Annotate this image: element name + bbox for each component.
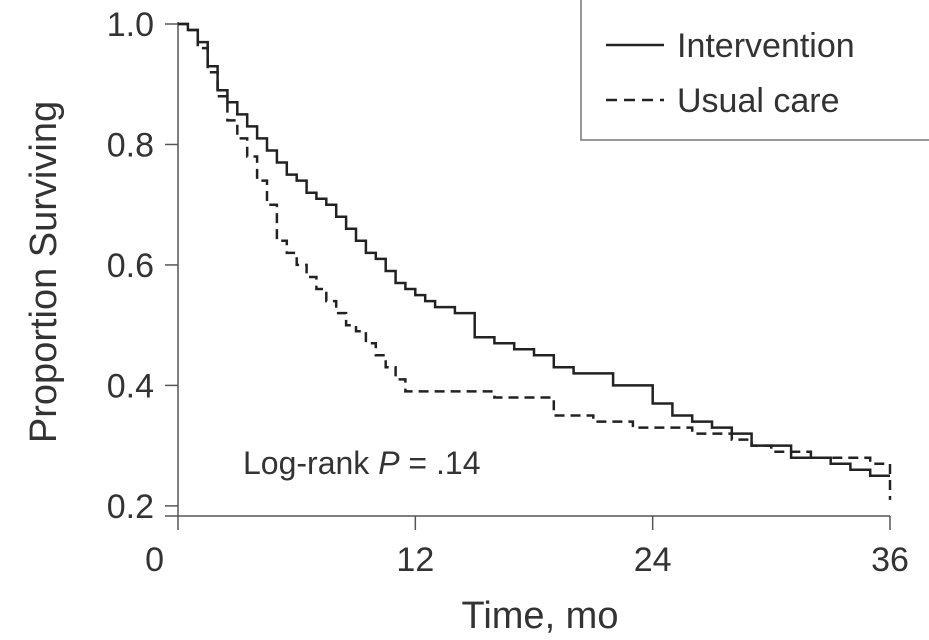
legend-frame (580, 0, 929, 141)
log-rank-annotation: Log-rank P = .14 (243, 445, 480, 481)
series-line-usual-care (178, 22, 892, 500)
y-tick-label: 0.8 (107, 126, 154, 164)
x-axis-title: Time, mo (462, 595, 619, 637)
x-tick-label: 24 (634, 541, 672, 579)
x-tick-label: 0 (145, 541, 164, 579)
axes (165, 22, 890, 517)
y-tick-label: 1.0 (107, 6, 154, 44)
ticks: 0.2 0.4 0.6 0.8 1.0 0 12 24 36 (107, 6, 909, 579)
legend-label-usual-care: Usual care (677, 82, 840, 120)
y-axis-title: Proportion Surviving (23, 101, 65, 443)
legend: Intervention Usual care (580, 0, 929, 141)
y-tick-label: 0.2 (107, 488, 154, 526)
legend-label-intervention: Intervention (677, 27, 855, 65)
x-tick-label: 36 (871, 541, 909, 579)
x-tick-label: 12 (396, 541, 434, 579)
y-tick-label: 0.4 (107, 367, 154, 405)
annotation-p-variable: P (378, 445, 400, 481)
series (178, 22, 892, 500)
y-tick-label: 0.6 (107, 247, 154, 285)
annotation-prefix: Log-rank (243, 445, 378, 481)
series-line-intervention (178, 22, 890, 478)
annotation-suffix: = .14 (400, 445, 481, 481)
